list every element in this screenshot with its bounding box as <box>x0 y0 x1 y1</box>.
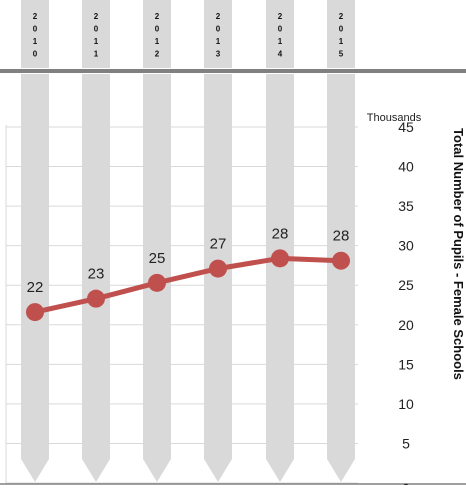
y-tick-15: 15 <box>398 356 414 372</box>
y-axis-labels: - 5 10 15 20 25 30 35 40 45 <box>398 119 414 490</box>
data-label-2010: 22 <box>27 279 44 296</box>
y-tick-45: 45 <box>398 119 414 135</box>
y-tick-30: 30 <box>398 238 414 254</box>
gridlines <box>5 125 358 484</box>
dividers <box>0 69 466 485</box>
data-point-2012 <box>148 273 166 292</box>
y-tick-35: 35 <box>398 198 414 214</box>
y-axis-title: Total Number of Pupils - Female Schools <box>451 128 466 380</box>
y-unit-label: Thousands <box>367 112 422 124</box>
data-point-2013 <box>209 259 227 278</box>
y-tick-40: 40 <box>398 159 414 175</box>
data-point-2010 <box>26 303 44 322</box>
series-line <box>32 255 344 315</box>
band-header-2014 <box>266 0 294 68</box>
y-tick-0: - <box>404 475 409 485</box>
data-point-2015 <box>332 251 350 270</box>
data-point-2014 <box>271 249 289 268</box>
band-header-2010 <box>21 0 49 68</box>
x-axis-labels: 2 0 1 0 2 0 1 1 2 0 1 2 2 0 1 3 2 0 1 4 2 0 1 5 <box>33 12 344 59</box>
data-labels: 22 23 25 27 28 28 <box>27 225 350 296</box>
data-label-2014: 28 <box>272 225 289 242</box>
y-tick-20: 20 <box>398 317 414 333</box>
y-tick-5: 5 <box>402 435 410 451</box>
data-label-2013: 27 <box>210 236 227 253</box>
band-2015 <box>327 74 355 482</box>
band-header-2015 <box>327 0 355 68</box>
band-2013 <box>204 74 232 482</box>
band-2014 <box>266 74 294 482</box>
header-divider <box>0 69 466 73</box>
band-2010 <box>21 74 49 482</box>
data-label-2011: 23 <box>88 266 105 283</box>
y-tick-25: 25 <box>398 277 414 293</box>
data-label-2015: 28 <box>333 228 350 245</box>
y-tick-10: 10 <box>398 396 414 412</box>
series-pupils <box>26 249 350 322</box>
band-2011 <box>82 74 110 482</box>
data-label-2012: 25 <box>149 250 166 267</box>
band-header-2012 <box>143 0 171 68</box>
band-header-2011 <box>82 0 110 68</box>
band-header-2013 <box>204 0 232 68</box>
data-point-2011 <box>87 289 105 308</box>
